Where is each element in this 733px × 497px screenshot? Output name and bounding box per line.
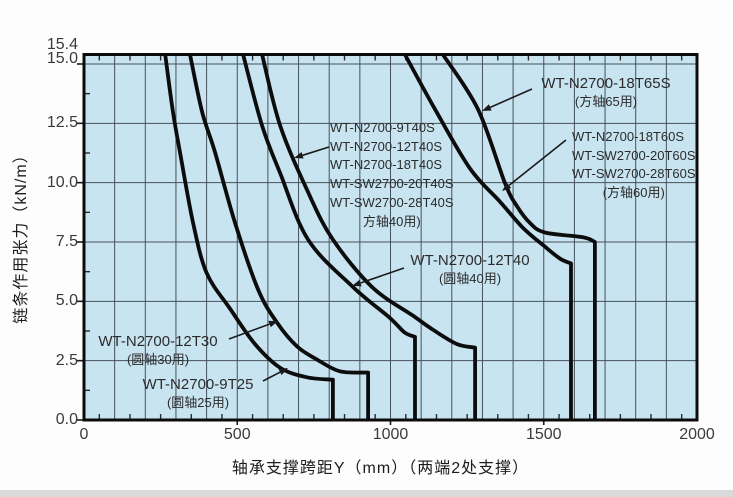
- series-curves: [163, 54, 597, 420]
- callout-arrowhead: [502, 182, 512, 191]
- bottom-edge-strip: [0, 490, 733, 497]
- series-curve-WT-N2700-9T40S: [260, 54, 477, 420]
- series-curve-WT-N2700-18T60S: [403, 54, 573, 420]
- callout-arrowhead: [482, 104, 492, 111]
- series-curve-WT-N2700-18T65S: [441, 54, 597, 420]
- series-curve-WT-N2700-12T30: [188, 54, 370, 420]
- callout-arrowhead: [352, 279, 362, 287]
- callout-arrowhead: [294, 152, 304, 159]
- callout-arrow-line: [360, 267, 405, 284]
- series-curve-WT-N2700-12T40: [241, 54, 417, 420]
- callout-arrowhead: [278, 368, 288, 376]
- gridlines: [84, 54, 697, 420]
- callout-arrows: [228, 88, 567, 382]
- callout-arrow-line: [508, 139, 567, 187]
- callout-arrowhead: [268, 320, 278, 328]
- callout-arrow-line: [262, 371, 281, 382]
- callout-arrow-line: [228, 323, 270, 340]
- series-curve-WT-N2700-9T25: [163, 54, 335, 420]
- callout-arrow-line: [302, 146, 330, 157]
- callout-arrow-line: [489, 88, 533, 109]
- plot-border: [82, 53, 699, 422]
